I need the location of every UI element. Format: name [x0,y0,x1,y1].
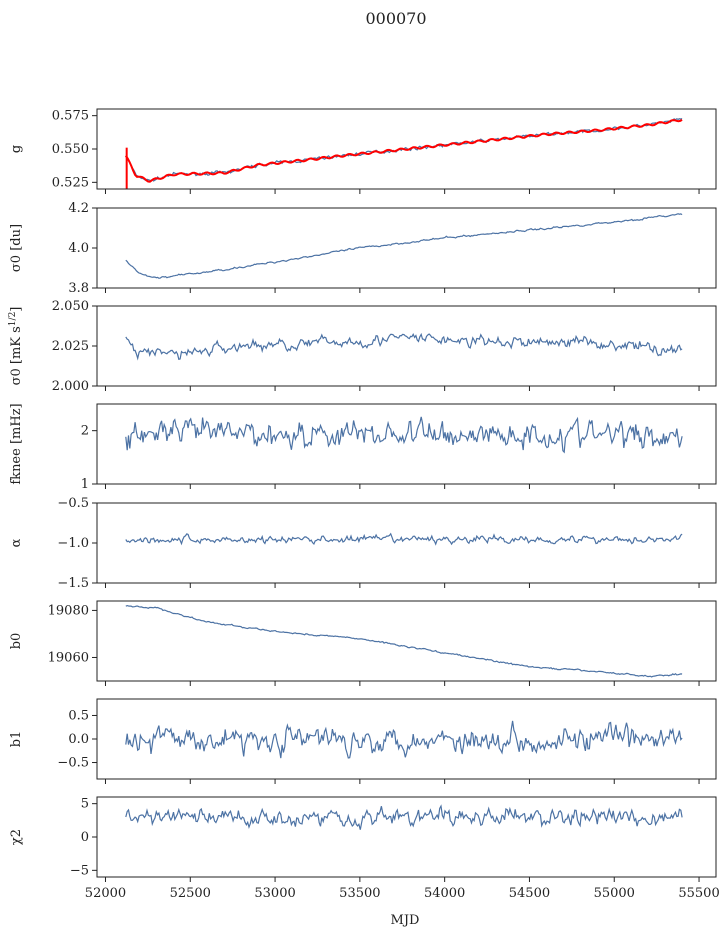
y-tick-label-b1: −0.5 [57,756,89,771]
panel-g: 0.525 0.550 0.575 g [9,108,717,194]
y-axis-label-g: g [9,145,24,153]
y-tick-label-sigma0-mks: 2.000 [52,379,89,394]
panel-chi2: −5 0 5 χ2 [9,796,717,882]
series-line-b1 [125,720,683,759]
y-tick-label-b0: 19080 [48,603,89,618]
y-tick-label-alpha: −0.5 [57,496,89,511]
panel-frame-fknee [96,403,717,485]
y-tick-label-sigma0-mks: 2.025 [52,339,89,354]
panel-frame-b0 [96,600,717,682]
panel-b1: −0.5 0.0 0.5 b1 [9,698,717,784]
series-line-sigma0-du [125,213,683,279]
panel-alpha: −1.5 −1.0 −0.5 α [9,496,717,591]
y-axis-label-sigma0-du: σ0 [du] [9,224,24,272]
x-tick-label: 54500 [509,886,550,901]
y-tick-label-chi2: 0 [81,830,89,845]
y-tick-label-g: 0.550 [52,142,89,157]
panel-sigma0-mks: 2.000 2.025 2.050 σ0 [mK s1/2] [8,299,717,394]
x-tick-label: 52500 [170,886,211,901]
y-axis-label-fknee: fknee [mHz] [9,403,24,484]
y-tick-label-chi2: −5 [70,863,89,878]
series-line-sigma0-mks [125,332,683,361]
y-tick-label-fknee: 1 [81,477,89,492]
y-axis-label-b1: b1 [9,731,24,748]
y-tick-label-fknee: 2 [81,424,89,439]
y-axis-label-sigma0-mks: σ0 [mK s1/2] [8,307,24,386]
y-axis-label-alpha: α [9,538,24,547]
series-line-chi2 [125,804,683,830]
y-tick-label-chi2: 5 [81,797,89,812]
y-tick-label-b1: 0.5 [68,708,89,723]
x-tick-label: 55000 [594,886,635,901]
y-tick-label-sigma0-mks: 2.050 [52,299,89,314]
y-tick-label-alpha: −1.0 [57,536,89,551]
x-tick-label: 53000 [254,886,295,901]
panel-b0: 19060 19080 b0 [9,600,717,686]
series-line-alpha [125,532,683,546]
y-tick-label-alpha: −1.5 [57,576,89,591]
series-line-fknee [125,416,683,454]
x-tick-label: 52000 [85,886,126,901]
panel-frame-sigma0-du [96,207,717,289]
panel-frame-chi2 [96,796,717,878]
y-tick-label-sigma0-du: 4.2 [68,201,89,216]
x-axis-label: MJD [391,913,420,928]
y-tick-label-b0: 19060 [48,650,89,665]
fit-line-g [124,119,683,183]
y-tick-label-g: 0.575 [52,109,89,124]
y-axis-label-chi2: χ2 [9,829,24,845]
panel-sigma0-du: 3.8 4.0 4.2 σ0 [du] [9,201,717,296]
y-tick-label-sigma0-du: 4.0 [68,241,89,256]
panel-frame-alpha [96,502,717,584]
series-line-b0 [125,604,683,678]
y-tick-label-sigma0-du: 3.8 [68,281,89,296]
y-tick-label-b1: 0.0 [68,732,89,747]
x-tick-label: 54000 [424,886,465,901]
y-axis-label-b0: b0 [9,633,24,650]
panel-fknee: 1 2 fknee [mHz] [9,403,717,492]
x-tick-label: 53500 [339,886,380,901]
x-tick-label: 55500 [678,886,719,901]
figure-title: 000070 [365,9,426,28]
y-tick-label-g: 0.525 [52,175,89,190]
